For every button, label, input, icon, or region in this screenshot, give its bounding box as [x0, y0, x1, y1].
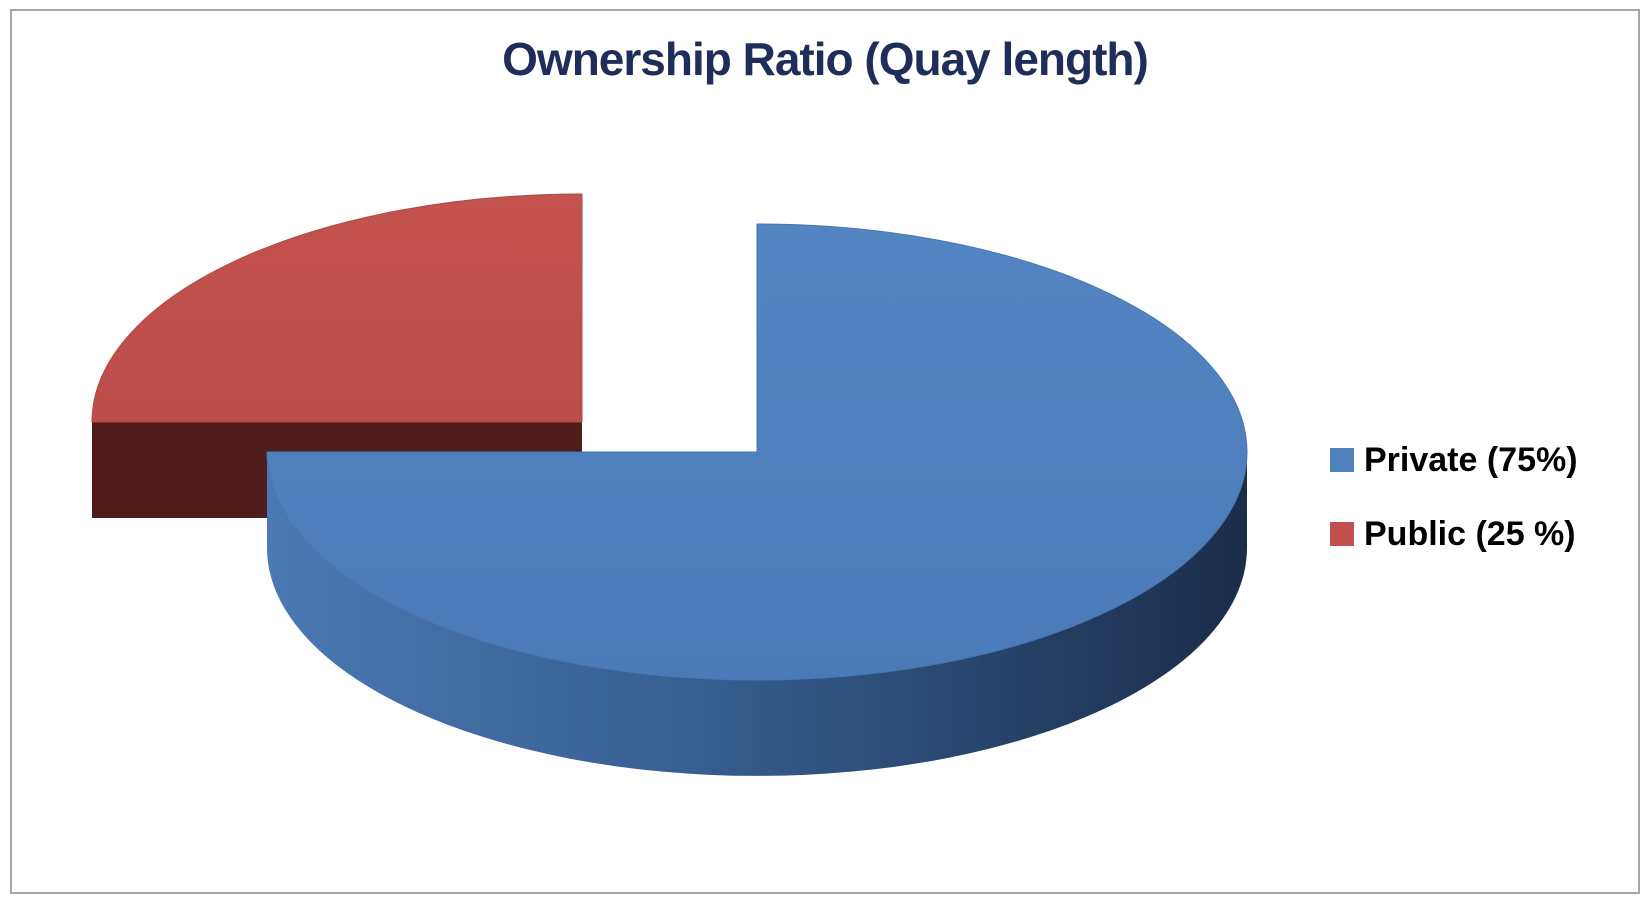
legend-swatch-private [1330, 448, 1354, 472]
chart-title: Ownership Ratio (Quay length) [502, 33, 1149, 85]
chart-legend: Private (75%) Public (25 %) [1330, 440, 1578, 588]
legend-label-private: Private (75%) [1364, 440, 1578, 479]
legend-item-private: Private (75%) [1330, 440, 1578, 480]
pie-slice-public [91, 193, 583, 423]
legend-swatch-public [1330, 522, 1354, 546]
legend-label-public: Public (25 %) [1364, 514, 1576, 553]
pie-slice-private [266, 223, 1248, 681]
pie-side-private [267, 452, 1247, 776]
legend-item-public: Public (25 %) [1330, 514, 1578, 554]
